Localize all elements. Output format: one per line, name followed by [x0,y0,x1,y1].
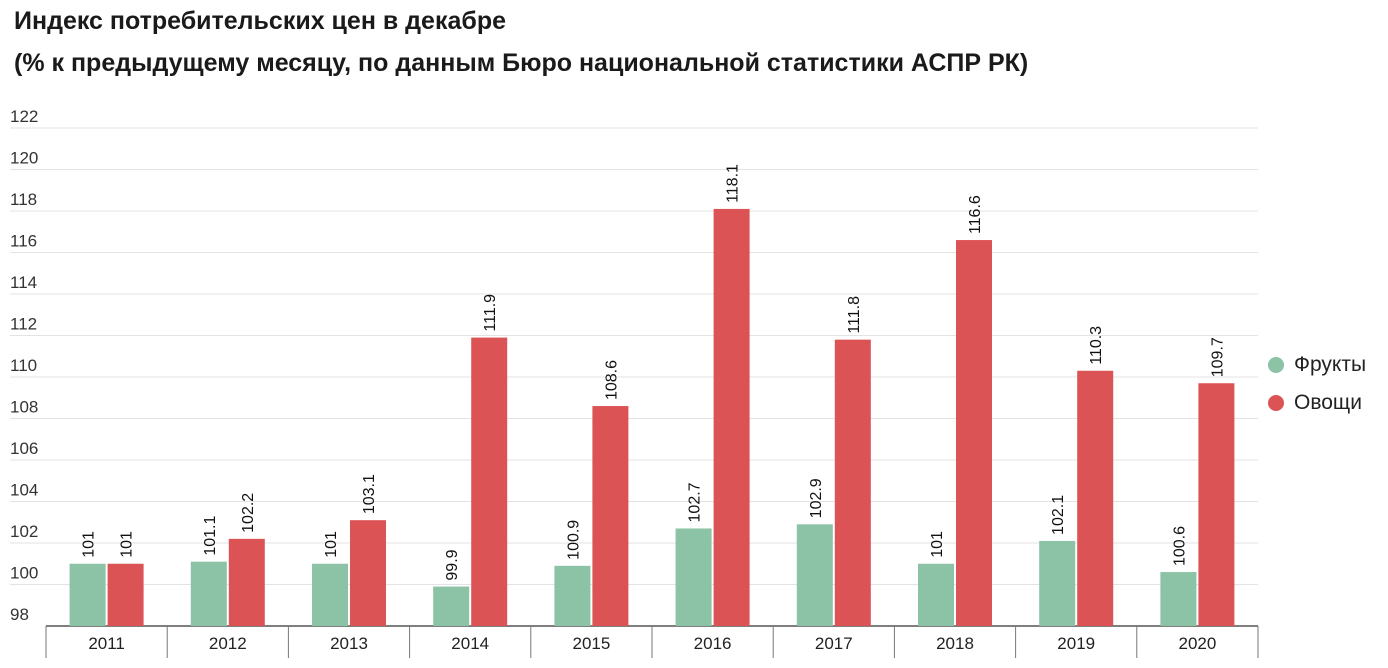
y-tick-label: 104 [10,481,38,500]
y-tick-label: 112 [10,315,37,334]
data-label: 101 [323,531,340,558]
data-label: 102.7 [687,482,704,522]
legend-marker-vegetables [1268,395,1284,411]
legend-label-fruits: Фрукты [1294,353,1367,376]
bar-vegetables [834,339,871,626]
legend: Фрукты Овощи [1268,346,1366,422]
data-label: 101 [929,531,946,558]
y-tick-label: 114 [10,273,37,292]
data-label: 118.1 [725,164,742,203]
data-label: 101 [119,531,136,558]
bar-fruits [796,524,833,626]
data-label: 100.9 [565,520,582,560]
x-tick-label: 2011 [88,634,125,653]
legend-marker-fruits [1268,357,1284,373]
y-tick-label: 100 [10,564,38,583]
data-label: 111.9 [482,294,499,332]
y-tick-label: 122 [10,107,38,126]
data-label: 101 [81,531,98,558]
bar-vegetables [228,538,265,626]
x-tick-label: 2012 [209,634,247,653]
bar-vegetables [592,406,629,626]
legend-item-fruits: Фрукты [1268,346,1366,384]
bar-vegetables [350,520,386,626]
bar-vegetables [1198,383,1235,626]
bar-fruits [69,563,106,626]
bar-fruits [433,586,470,626]
x-tick-label: 2016 [694,634,732,653]
bar-fruits [918,563,954,626]
x-tick-label: 2020 [1178,634,1216,653]
bar-fruits [554,565,591,626]
data-label: 102.1 [1050,495,1067,535]
data-label: 99.9 [444,549,461,580]
x-tick-label: 2015 [572,634,610,653]
chart-title: Индекс потребительских цен в декабре [14,7,506,35]
x-tick-label: 2018 [936,634,974,653]
y-tick-label: 110 [10,356,37,375]
legend-item-vegetables: Овощи [1268,384,1366,422]
data-label: 116.6 [967,195,984,234]
x-tick-label: 2019 [1057,634,1095,653]
x-tick-label: 2017 [815,634,853,653]
chart-subtitle: (% к предыдущему месяцу, по данным Бюро … [14,49,1029,77]
y-tick-label: 108 [10,398,38,417]
data-label: 111.8 [846,296,863,334]
data-label: 102.2 [240,493,257,533]
data-label: 102.9 [808,478,825,518]
y-tick-label: 106 [10,439,38,458]
bar-vegetables [1077,370,1114,626]
data-label: 103.1 [361,474,378,514]
data-label: 108.6 [603,360,620,400]
bar-fruits [190,561,227,626]
bar-vegetables [713,208,750,627]
data-label: 101.1 [202,516,219,556]
bar-vegetables [956,240,992,627]
bar-fruits [675,528,712,626]
legend-label-vegetables: Овощи [1294,391,1362,414]
bar-vegetables [471,337,508,626]
bar-vegetables [107,563,144,626]
y-tick-label: 98 [10,605,29,624]
bar-fruits [1039,540,1076,626]
data-label: 100.6 [1171,526,1188,566]
bar-fruits [312,563,348,626]
data-label: 109.7 [1209,337,1226,377]
y-tick-label: 118 [10,190,37,209]
y-tick-label: 102 [10,522,38,541]
x-tick-label: 2013 [330,634,368,653]
data-label: 110.3 [1088,326,1105,365]
y-tick-label: 120 [10,149,38,168]
y-tick-label: 116 [10,232,37,251]
x-tick-label: 2014 [451,634,489,653]
bar-fruits [1160,572,1197,626]
